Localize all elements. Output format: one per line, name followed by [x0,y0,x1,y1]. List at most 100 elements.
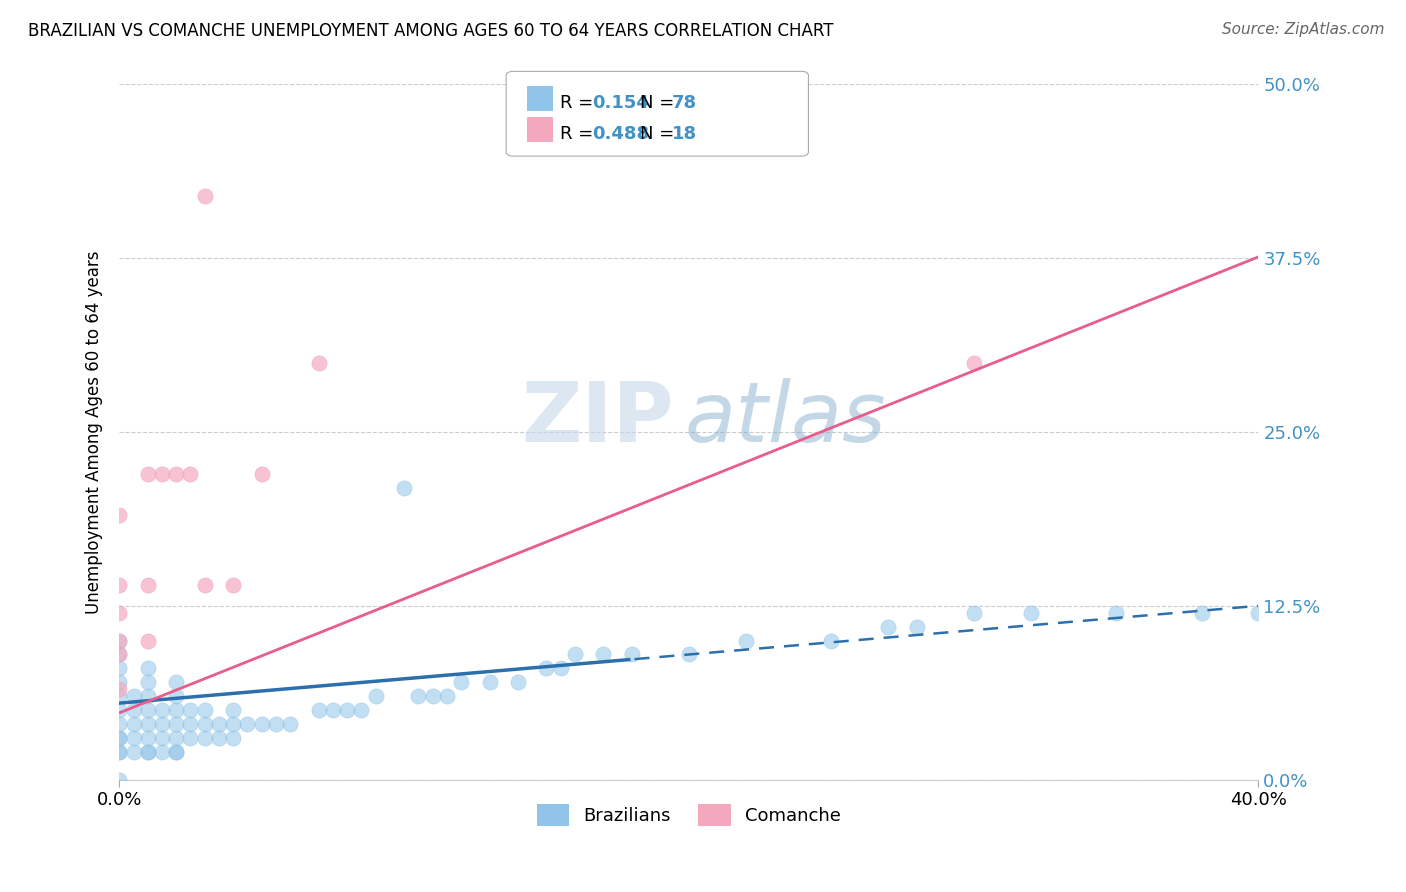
Point [620,648,643,662]
Text: ZIP: ZIP [522,377,673,458]
Point [422,689,444,703]
Point [678,648,700,662]
Point [222,703,245,717]
Point [108,648,131,662]
Point [308,355,330,369]
Point [222,717,245,731]
Point [108,745,131,759]
Point [264,717,287,731]
Point [905,620,928,634]
Point [136,703,159,717]
Text: N =: N = [640,94,679,112]
Point [208,717,231,731]
Point [236,717,259,731]
Point [108,633,131,648]
Point [208,731,231,745]
Point [179,467,201,481]
Point [136,731,159,745]
Point [136,745,159,759]
Point [136,675,159,690]
Point [108,703,131,717]
Point [165,731,187,745]
Point [108,606,131,620]
Point [136,689,159,703]
Point [165,703,187,717]
Point [1105,606,1128,620]
Point [122,717,145,731]
Point [194,703,217,717]
Point [136,661,159,675]
Point [308,703,330,717]
Point [564,648,586,662]
Point [108,508,131,523]
Point [350,703,373,717]
Point [136,717,159,731]
Point [122,731,145,745]
Text: atlas: atlas [685,377,887,458]
Point [165,745,187,759]
Point [165,689,187,703]
Point [136,633,159,648]
Point [194,188,217,202]
Legend: Brazilians, Comanche: Brazilians, Comanche [530,797,848,833]
Point [150,467,173,481]
Text: R =: R = [560,125,599,143]
Point [165,467,187,481]
Point [179,731,201,745]
Point [392,481,415,495]
Point [222,578,245,592]
Point [408,689,430,703]
Point [165,675,187,690]
Text: BRAZILIAN VS COMANCHE UNEMPLOYMENT AMONG AGES 60 TO 64 YEARS CORRELATION CHART: BRAZILIAN VS COMANCHE UNEMPLOYMENT AMONG… [28,22,834,40]
Y-axis label: Unemployment Among Ages 60 to 64 years: Unemployment Among Ages 60 to 64 years [86,251,103,614]
Point [436,689,458,703]
Text: 78: 78 [672,94,697,112]
Point [877,620,900,634]
Point [322,703,344,717]
Text: R =: R = [560,94,599,112]
Point [963,606,986,620]
Point [179,717,201,731]
Point [122,745,145,759]
Text: 0.488: 0.488 [592,125,650,143]
Point [108,731,131,745]
Point [250,467,273,481]
Point [250,717,273,731]
Point [108,689,131,703]
Point [536,661,558,675]
Point [364,689,387,703]
Point [963,355,986,369]
Point [278,717,301,731]
Point [108,731,131,745]
Point [820,633,842,648]
Point [165,717,187,731]
Text: N =: N = [640,125,679,143]
Point [108,682,131,697]
Point [108,661,131,675]
Point [194,731,217,745]
Point [108,648,131,662]
Point [1247,606,1270,620]
Point [336,703,359,717]
Point [734,633,756,648]
Point [222,731,245,745]
Point [194,578,217,592]
Point [150,745,173,759]
Point [165,745,187,759]
Point [194,717,217,731]
Text: 18: 18 [672,125,697,143]
Point [108,772,131,787]
Text: 0.154: 0.154 [592,94,648,112]
Point [150,717,173,731]
Point [1191,606,1213,620]
Point [450,675,472,690]
Point [592,648,614,662]
Point [122,703,145,717]
Point [136,467,159,481]
Point [478,675,501,690]
Point [108,675,131,690]
Point [136,578,159,592]
Point [136,745,159,759]
Point [550,661,572,675]
Point [150,703,173,717]
